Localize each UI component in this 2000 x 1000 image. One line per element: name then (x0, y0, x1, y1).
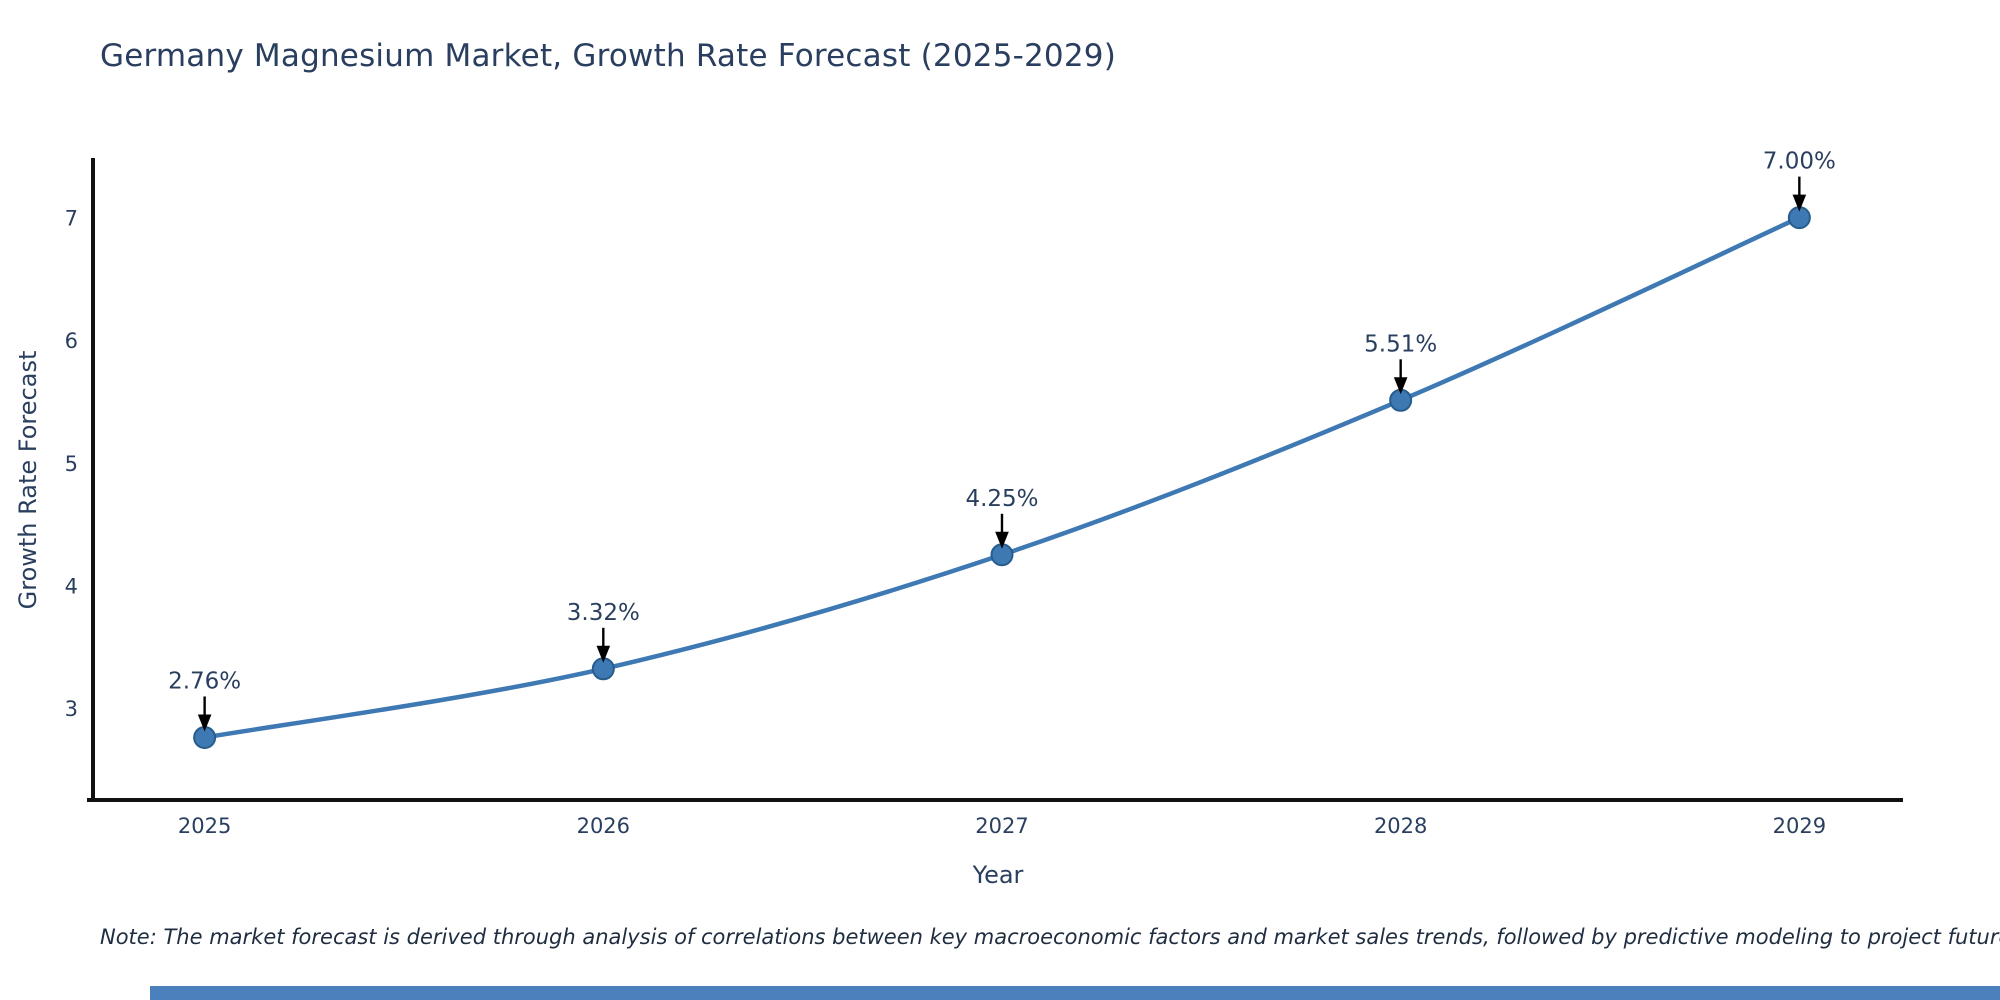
y-tick-label: 5 (65, 452, 78, 476)
x-tick-label: 2028 (1374, 814, 1427, 838)
bottom-accent-bar (150, 986, 2000, 1000)
y-axis-title: Growth Rate Forecast (14, 350, 42, 610)
y-tick-label: 6 (65, 329, 78, 353)
x-axis-title: Year (972, 861, 1024, 889)
data-point-label: 3.32% (567, 600, 640, 626)
x-tick-label: 2025 (178, 814, 231, 838)
annotation-arrowhead (1792, 194, 1807, 212)
x-tick-label: 2026 (577, 814, 630, 838)
chart-title: Germany Magnesium Market, Growth Rate Fo… (100, 38, 1116, 74)
annotation-arrowhead (596, 645, 611, 663)
y-tick-label: 7 (65, 207, 78, 231)
annotation-arrowhead (1393, 377, 1408, 395)
annotation-arrowhead (995, 531, 1009, 549)
x-tick-label: 2027 (975, 814, 1028, 838)
x-tick-label: 2029 (1773, 814, 1826, 838)
y-tick-label: 4 (65, 574, 78, 598)
data-point-label: 5.51% (1364, 331, 1437, 357)
data-point-label: 7.00% (1763, 149, 1836, 175)
footnote: Note: The market forecast is derived thr… (100, 925, 2000, 949)
data-point-label: 4.25% (965, 486, 1038, 512)
data-point-label: 2.76% (168, 668, 241, 694)
trend-line (202, 215, 1802, 740)
y-tick-label: 3 (65, 697, 78, 721)
annotation-arrowhead (197, 714, 212, 732)
